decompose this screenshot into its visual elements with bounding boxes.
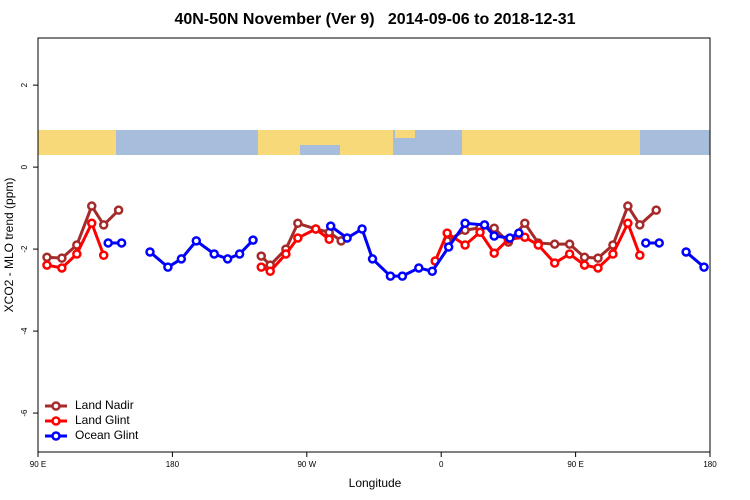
- legend-marker: [51, 416, 61, 426]
- point: [116, 238, 127, 248]
- point: [681, 247, 691, 257]
- point: [357, 224, 367, 234]
- point: [222, 254, 233, 264]
- point: [87, 201, 97, 211]
- x-axis-label: Longitude: [349, 476, 402, 490]
- point: [427, 266, 437, 276]
- legend-marker: [51, 431, 61, 441]
- point: [191, 236, 202, 246]
- point: [265, 266, 275, 276]
- point: [209, 249, 219, 259]
- point: [520, 232, 530, 242]
- map-strip: [38, 130, 710, 155]
- point: [324, 234, 334, 245]
- y-tick-label: -6: [20, 409, 29, 417]
- point: [608, 249, 618, 259]
- point: [579, 252, 590, 263]
- point: [489, 231, 499, 241]
- point: [57, 253, 67, 263]
- x-tick-label: 180: [166, 460, 180, 469]
- legend-label: Land Glint: [75, 413, 130, 427]
- point: [654, 238, 664, 248]
- y-tick-label: 2: [20, 82, 29, 87]
- point: [564, 239, 575, 249]
- point: [293, 233, 303, 243]
- x-tick-label: 90 E: [567, 460, 583, 469]
- y-tick-label: -2: [20, 245, 29, 253]
- point: [98, 250, 109, 260]
- point: [635, 250, 645, 260]
- series-line: [108, 221, 705, 278]
- y-tick-label: -4: [20, 327, 29, 335]
- point: [57, 263, 67, 273]
- point: [42, 252, 52, 263]
- legend-label: Land Nadir: [75, 398, 134, 412]
- point: [311, 224, 321, 234]
- point: [489, 223, 499, 233]
- point: [699, 262, 709, 272]
- point: [248, 235, 258, 245]
- point: [98, 220, 109, 230]
- point: [176, 254, 187, 264]
- point: [163, 262, 173, 272]
- x-tick-label: 180: [703, 460, 717, 469]
- point: [564, 249, 575, 259]
- point: [256, 251, 267, 261]
- point: [514, 228, 524, 238]
- y-axis-label: XCO2 - MLO trend (ppm): [2, 178, 16, 313]
- point: [367, 254, 378, 264]
- point: [414, 263, 424, 273]
- legend-marker: [51, 401, 61, 411]
- point: [442, 228, 452, 238]
- point: [520, 218, 530, 229]
- point: [479, 220, 490, 230]
- point: [443, 242, 454, 252]
- x-tick-label: 90 W: [297, 460, 316, 469]
- x-tick-label: 90 E: [30, 460, 46, 469]
- point: [505, 233, 515, 243]
- point: [256, 262, 267, 272]
- point: [623, 218, 633, 229]
- point: [72, 249, 82, 259]
- point: [42, 260, 52, 270]
- legend-label: Ocean Glint: [75, 428, 139, 442]
- point: [103, 238, 113, 248]
- point: [113, 205, 124, 215]
- point: [579, 260, 590, 270]
- chart-title: 40N-50N November (Ver 9) 2014-09-06 to 2…: [174, 11, 575, 28]
- y-tick-label: 0: [20, 164, 29, 169]
- point: [342, 233, 352, 243]
- point: [460, 240, 470, 250]
- point: [385, 271, 396, 281]
- point: [623, 201, 633, 211]
- point: [460, 218, 470, 229]
- point: [641, 238, 651, 248]
- point: [635, 220, 645, 230]
- point: [489, 248, 499, 258]
- point: [475, 227, 485, 238]
- point: [593, 253, 603, 263]
- point: [293, 218, 303, 229]
- point: [533, 240, 544, 250]
- plot-frame: [37, 37, 711, 453]
- point: [325, 221, 336, 231]
- point: [549, 239, 560, 249]
- point: [234, 249, 245, 259]
- point: [651, 205, 661, 215]
- point: [549, 258, 560, 268]
- point: [87, 218, 97, 229]
- point: [593, 263, 603, 273]
- point: [397, 271, 408, 281]
- point: [281, 249, 291, 259]
- x-tick-label: 0: [439, 460, 444, 469]
- point: [145, 247, 155, 257]
